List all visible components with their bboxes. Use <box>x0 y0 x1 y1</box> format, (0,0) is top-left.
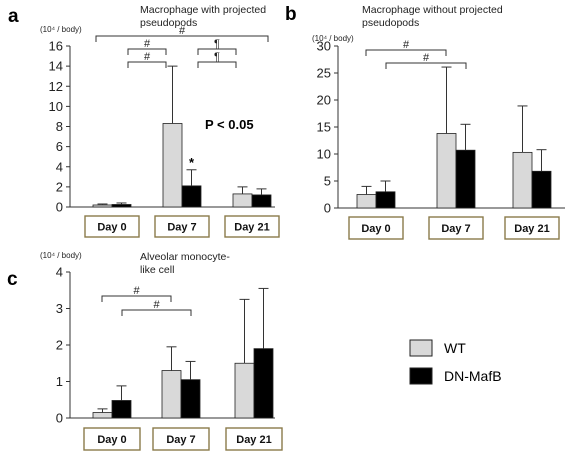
category-box <box>154 215 210 238</box>
y-tick-label: 12 <box>49 79 63 94</box>
significance-symbol: # <box>153 299 160 311</box>
category-box <box>224 215 280 238</box>
significance-symbol: # <box>179 25 186 37</box>
bar-dn-mafb <box>251 194 272 208</box>
significance-bracket <box>197 61 237 68</box>
bar-wt <box>512 151 533 209</box>
significance-symbol: # <box>144 51 151 63</box>
significance-symbol: ¶ <box>214 38 220 50</box>
y-tick-label: 4 <box>56 159 63 174</box>
category-box <box>428 216 484 240</box>
bar-dn-mafb <box>531 170 552 209</box>
y-unit-label-b: (10⁴ / body) <box>312 34 354 43</box>
category-box <box>84 215 140 238</box>
y-tick-label: 10 <box>49 99 63 114</box>
y-tick-label: 2 <box>56 179 63 194</box>
significance-bracket <box>121 309 192 316</box>
bar-dn-mafb <box>375 191 396 209</box>
significance-bracket <box>197 48 237 55</box>
category-label: Day 7 <box>441 223 470 235</box>
category-label: Day 21 <box>236 434 271 446</box>
bar-wt <box>92 204 113 208</box>
y-tick-label: 2 <box>56 338 63 353</box>
category-label: Day 7 <box>166 434 195 446</box>
bar-dn-mafb <box>111 400 132 419</box>
y-tick-label: 6 <box>56 139 63 154</box>
panel-letter-a: a <box>8 6 19 27</box>
category-label: Day 0 <box>361 223 390 235</box>
bar-wt <box>162 123 183 208</box>
significance-symbol: # <box>403 39 410 51</box>
legend-label-dn-mafb: DN-MafB <box>444 368 502 384</box>
category-box <box>83 427 141 451</box>
category-label: Day 21 <box>514 223 549 235</box>
category-box <box>504 216 560 240</box>
y-tick-label: 1 <box>56 374 63 389</box>
bar-wt <box>234 362 255 419</box>
bar-wt <box>161 370 182 419</box>
panel-letter-b: b <box>285 4 297 25</box>
category-box <box>152 427 210 451</box>
y-tick-label: 16 <box>49 39 63 54</box>
significance-symbol: # <box>144 38 151 50</box>
y-tick-label: 4 <box>56 265 63 280</box>
p-value-annotation: P < 0.05 <box>205 117 254 132</box>
category-label: Day 0 <box>97 434 126 446</box>
significance-bracket <box>365 49 447 56</box>
bar-dn-mafb <box>180 379 201 419</box>
significance-bracket <box>101 295 172 302</box>
y-tick-label: 0 <box>56 411 63 426</box>
panel-letter-c: c <box>7 269 18 290</box>
bar-wt <box>232 193 253 208</box>
significance-bracket <box>385 62 467 69</box>
y-unit-label-a: (10⁴ / body) <box>40 25 82 34</box>
y-tick-label: 5 <box>324 174 331 189</box>
bar-wt <box>436 133 457 209</box>
significance-bracket <box>127 48 167 55</box>
chart-title-b: Macrophage without projected pseudopods <box>362 4 503 29</box>
bar-dn-mafb <box>455 149 476 209</box>
significance-symbol: # <box>133 285 140 297</box>
asterisk-annotation: * <box>189 155 195 170</box>
legend-swatch-wt <box>409 339 433 357</box>
legend-label-wt: WT <box>444 340 466 356</box>
category-box <box>348 216 404 240</box>
chart-title-c: Alveolar monocyte-like cell <box>140 251 230 276</box>
category-box <box>225 427 283 451</box>
significance-symbol: # <box>423 52 430 64</box>
significance-symbol: ¶ <box>214 51 220 63</box>
y-tick-label: 10 <box>317 147 331 162</box>
y-tick-label: 3 <box>56 301 63 316</box>
y-tick-label: 14 <box>49 59 63 74</box>
y-tick-label: 20 <box>317 93 331 108</box>
y-tick-label: 0 <box>324 201 331 216</box>
y-tick-label: 0 <box>56 200 63 215</box>
y-tick-label: 30 <box>317 39 331 54</box>
y-unit-label-c: (10⁴ / body) <box>40 251 82 260</box>
bar-wt <box>356 194 377 209</box>
y-tick-label: 25 <box>317 66 331 81</box>
category-label: Day 7 <box>167 222 196 234</box>
bar-dn-mafb <box>111 204 132 208</box>
bar-dn-mafb <box>181 185 202 208</box>
legend-swatch-dn-mafb <box>409 367 433 385</box>
y-tick-label: 8 <box>56 119 63 134</box>
significance-bracket <box>127 61 167 68</box>
category-label: Day 21 <box>234 222 269 234</box>
y-tick-label: 15 <box>317 120 331 135</box>
chart-title-a: Macrophage with projected pseudopods <box>140 4 266 29</box>
bar-wt <box>92 412 113 419</box>
bar-dn-mafb <box>253 348 274 419</box>
significance-bracket <box>95 35 269 42</box>
category-label: Day 0 <box>97 222 126 234</box>
